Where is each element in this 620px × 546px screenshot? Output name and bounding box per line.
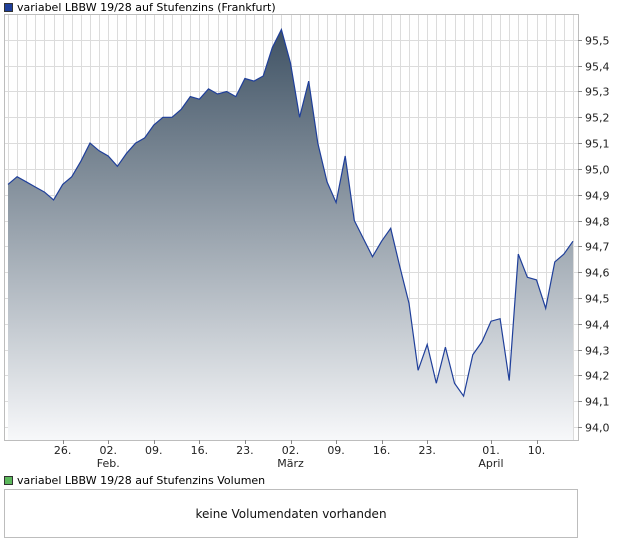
- y-tick-label: 95,1: [585, 138, 610, 151]
- y-tick-label: 94,3: [585, 345, 610, 358]
- volume-legend-swatch: [4, 475, 13, 485]
- y-tick-label: 94,5: [585, 293, 610, 306]
- y-tick-label: 95,3: [585, 86, 610, 99]
- price-line: [7, 27, 574, 398]
- y-tick-label: 94,8: [585, 216, 610, 229]
- x-tick-label: 02.: [282, 444, 300, 457]
- x-tick-label: 02.: [99, 444, 117, 457]
- x-tick-label: 26.: [54, 444, 72, 457]
- y-tick-label: 94,4: [585, 319, 610, 332]
- y-tick-label: 94,1: [585, 396, 610, 409]
- volume-empty-message: keine Volumendaten vorhanden: [195, 506, 387, 521]
- y-tick-label: 95,5: [585, 35, 610, 48]
- price-legend-label: variabel LBBW 19/28 auf Stufenzins (Fran…: [17, 0, 276, 14]
- y-tick-label: 95,2: [585, 112, 610, 125]
- x-month-label: März: [277, 457, 304, 470]
- x-month-label: April: [478, 457, 503, 470]
- x-tick-label: 10.: [528, 444, 546, 457]
- y-tick-label: 95,4: [585, 61, 610, 74]
- y-tick-label: 94,9: [585, 190, 610, 203]
- y-tick-label: 94,0: [585, 422, 610, 435]
- volume-legend-label: variabel LBBW 19/28 auf Stufenzins Volum…: [17, 473, 266, 487]
- y-tick-label: 94,6: [585, 267, 610, 280]
- y-tick-label: 94,7: [585, 241, 610, 254]
- x-tick-label: 01.: [482, 444, 500, 457]
- y-tick-label: 95,0: [585, 164, 610, 177]
- x-tick-label: 09.: [327, 444, 345, 457]
- volume-legend: variabel LBBW 19/28 auf Stufenzins Volum…: [4, 473, 265, 487]
- x-tick-label: 23.: [236, 444, 254, 457]
- y-axis-labels: 95,5 95,4 95,3 95,2 95,1 95,0 94,9 94,8 94,7 94,6…: [578, 35, 610, 435]
- price-legend-swatch: [4, 2, 13, 12]
- x-tick-label: 16.: [191, 444, 209, 457]
- x-tick-label: 23.: [418, 444, 436, 457]
- x-tick-label: 09.: [145, 444, 163, 457]
- x-month-label: Feb.: [97, 457, 120, 470]
- y-tick-label: 94,2: [585, 370, 610, 383]
- volume-panel: keine Volumendaten vorhanden: [4, 489, 578, 538]
- price-legend: variabel LBBW 19/28 auf Stufenzins (Fran…: [4, 0, 276, 14]
- x-tick-label: 16.: [373, 444, 391, 457]
